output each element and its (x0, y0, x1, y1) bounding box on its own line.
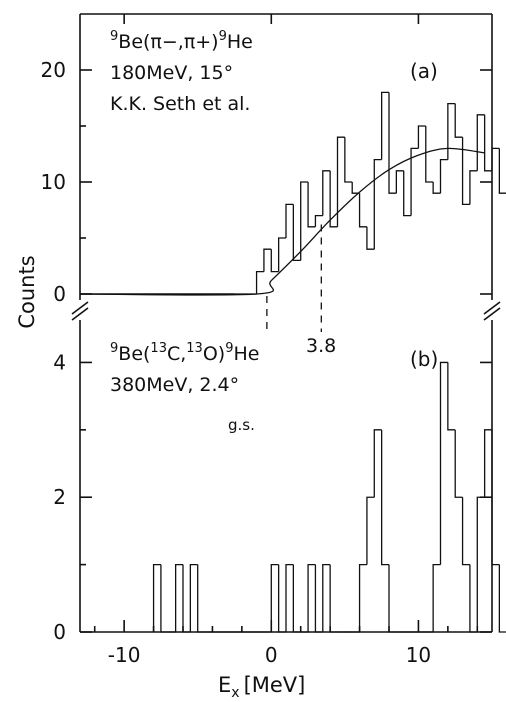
histogram-b-bin (307, 563, 316, 632)
histogram-a-bin (351, 182, 360, 194)
histogram-a-bin (410, 147, 419, 216)
histogram-b-bin (447, 362, 456, 431)
fit-curve-a-line (79, 147, 485, 296)
histogram-a-bin (483, 114, 492, 172)
histogram-a-bin (403, 170, 412, 217)
histogram-b-bin (314, 564, 323, 633)
histogram-b-bin (285, 563, 294, 632)
panel-b-gs-label: g.s. (228, 416, 255, 434)
axis-break-left-2 (71, 307, 89, 321)
panel-b-label: (b) (410, 347, 438, 371)
histogram-b-bin (329, 564, 338, 633)
histogram-a-bin (447, 102, 456, 160)
panel-b-conditions: 380MeV, 2.4° (110, 374, 239, 396)
histogram-b-bin (152, 563, 161, 632)
axis-break-right-2 (483, 307, 501, 321)
panel-b-peak-label: 3.8 (306, 335, 336, 357)
histogram-b-bin (483, 429, 492, 498)
histogram-a-bin (322, 170, 331, 216)
histogram-a-bin (344, 137, 353, 183)
histogram-b-bin (277, 564, 286, 633)
histogram-a-bin (454, 103, 463, 138)
y-tick-label-b: 4 (53, 350, 66, 374)
dashed-markers (266, 224, 322, 332)
panel-a-label: (a) (410, 59, 438, 83)
y-tick-label-b: 0 (53, 620, 66, 644)
axis-break-left-1 (71, 301, 89, 315)
histogram-b-bin (476, 496, 485, 632)
histogram-a-bin (439, 158, 448, 194)
histogram-a-bin (358, 193, 367, 228)
histogram-a-bin (292, 204, 301, 262)
y-tick-label-a: 10 (41, 170, 66, 194)
histogram-a-bin (285, 203, 294, 238)
histogram-b (152, 361, 506, 633)
histogram-a-bin (314, 214, 323, 227)
histogram-b-bin (174, 563, 183, 632)
panel-a-conditions: 180MeV, 15° (110, 62, 233, 84)
histogram-a-bin (432, 182, 441, 194)
histogram-b-bin (373, 429, 382, 498)
histogram-b-bin (189, 563, 198, 632)
histogram-a-bin (366, 226, 375, 250)
histogram-a-bin (277, 237, 286, 272)
histogram-b-bin (461, 497, 470, 566)
histogram-a (80, 91, 506, 295)
histogram-a-bin (476, 114, 485, 171)
histogram-b-bin (182, 564, 191, 633)
histogram-a-bin (425, 126, 434, 183)
histogram-a-bin (461, 137, 470, 206)
histogram-b-bin (491, 429, 500, 566)
histogram-b-bin (160, 564, 169, 633)
histogram-b-bin (498, 564, 506, 633)
histogram-b-bin (380, 429, 389, 566)
histogram-b-bin (322, 563, 331, 632)
histogram-a-bin (255, 270, 264, 294)
x-tick-label: 0 (265, 643, 278, 667)
fit-curve-a (79, 147, 485, 296)
x-axis-title: Ex [MeV] (218, 673, 305, 701)
axis-break-right-1 (483, 301, 501, 315)
histogram-a-bin (300, 181, 309, 261)
y-tick-label-a: 20 (41, 58, 66, 82)
histogram-a-bin (498, 148, 506, 194)
histogram-b-bin (292, 564, 301, 633)
histogram-b-bin (469, 564, 478, 633)
histogram-a-bin (373, 158, 382, 250)
histogram-b-bin (197, 564, 206, 633)
histogram-a-bin (336, 136, 345, 227)
histogram-b-bin (358, 563, 367, 632)
histogram-a-bin (263, 248, 272, 272)
histogram-a-bin (469, 170, 478, 205)
histogram-b-bin (388, 564, 397, 633)
y-tick-label-a: 0 (53, 282, 66, 306)
histogram-a-bin (388, 92, 397, 194)
histogram-a-bin (395, 170, 404, 194)
y-tick-label-b: 2 (53, 485, 66, 509)
histogram-a-bin (417, 125, 426, 149)
histogram-b-bin (366, 496, 375, 565)
histogram-b-bin (432, 563, 441, 632)
histogram-b-bin (439, 361, 448, 565)
panel-a-reaction: 9Be(π−,π+)9He (110, 29, 253, 53)
histogram-a-bin (380, 91, 389, 160)
histogram-a-bin (329, 170, 338, 228)
histogram-b-bin (454, 429, 463, 498)
histogram-a-bin (270, 249, 279, 273)
panel-a-authors: K.K. Seth et al. (110, 93, 250, 115)
x-tick-label: 10 (406, 643, 431, 667)
histogram-a-bin (307, 182, 316, 228)
histogram-a-bin (491, 147, 500, 171)
panel-b-reaction: 9Be(13C,13O)9He (110, 341, 259, 365)
y-axis-title: Counts (15, 255, 39, 328)
x-tick-label: -10 (108, 643, 141, 667)
histogram-b-bin (270, 563, 279, 632)
